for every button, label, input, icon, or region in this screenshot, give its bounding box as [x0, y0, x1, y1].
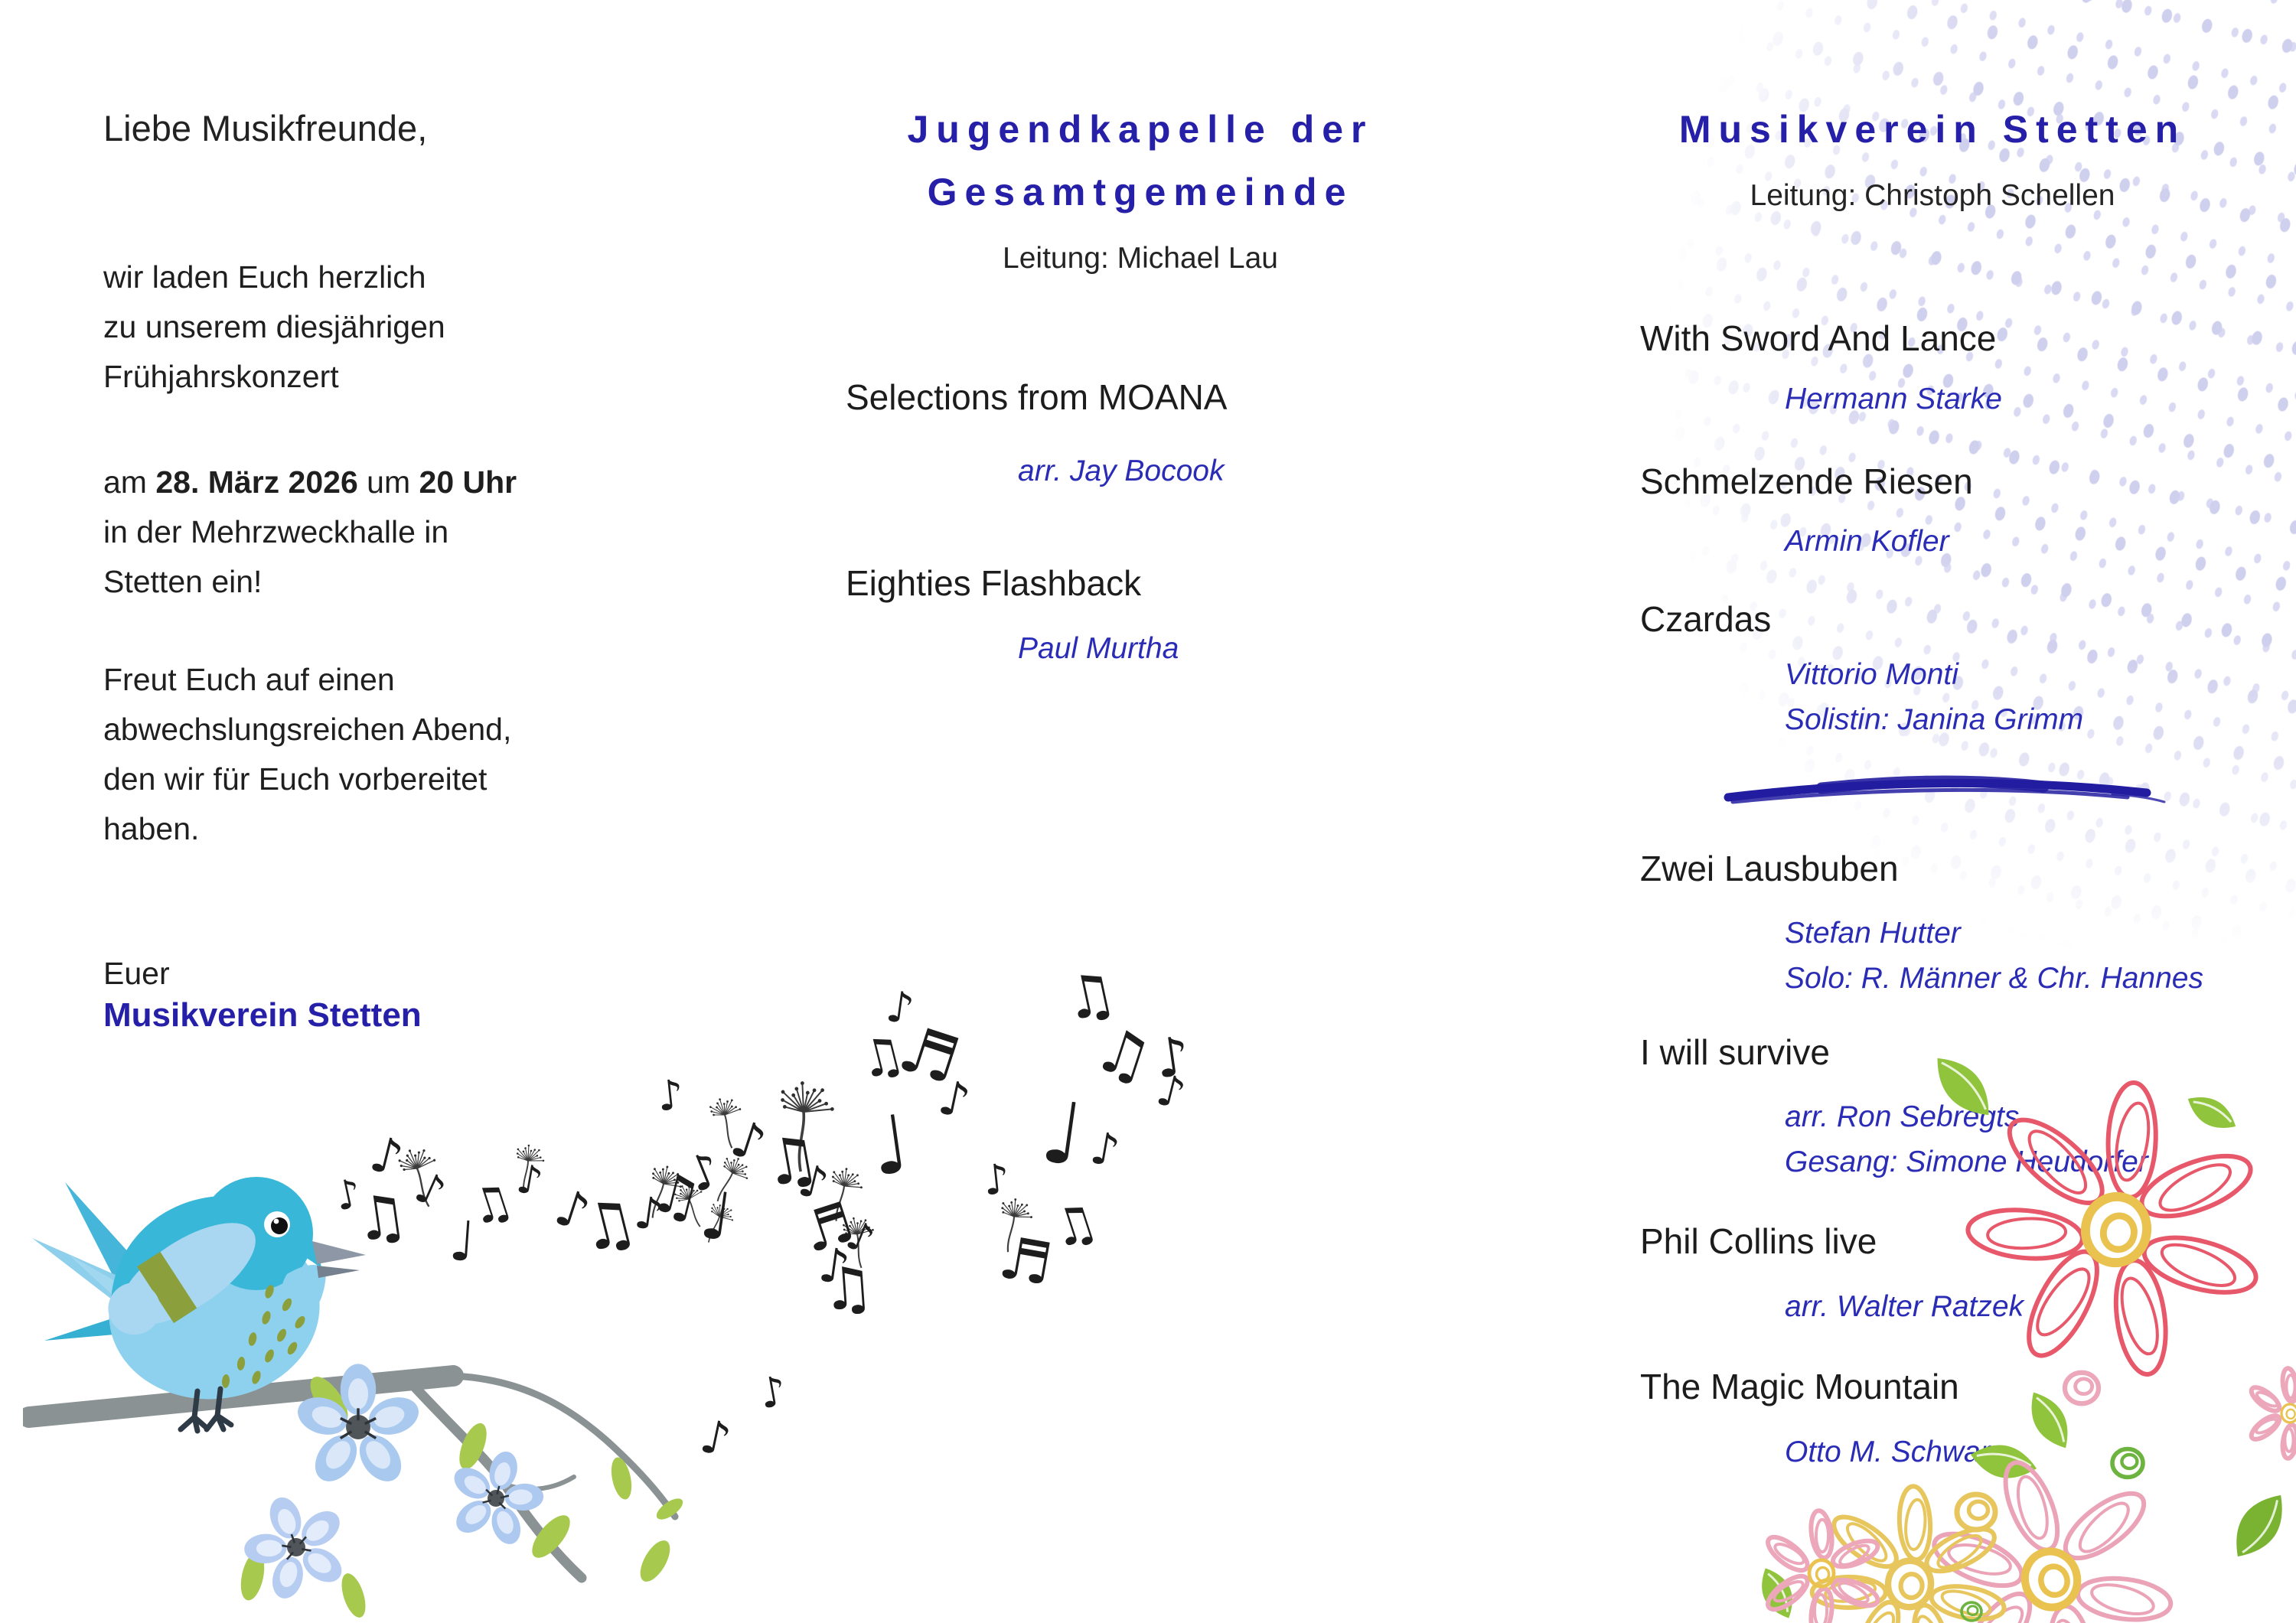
dandelion-seed-icon — [716, 1158, 748, 1202]
piece-credit: arr. Jay Bocook — [1018, 455, 1225, 487]
piece-credit: arr. Walter Ratzek — [1785, 1290, 2024, 1323]
intro-line: Frühjahrskonzert — [103, 359, 339, 394]
date-prefix: am — [103, 464, 156, 500]
intro-paragraph: wir laden Euch herzlich zu unserem diesj… — [103, 253, 445, 402]
sketch-flower-icon — [1965, 1080, 2258, 1377]
date-infix: um — [357, 464, 419, 500]
dandelion-seed-icon — [674, 1184, 703, 1227]
leaf-icon — [1970, 1445, 2037, 1478]
location-line: in der Mehrzweckhalle in — [103, 514, 449, 549]
sketch-flower-icon — [2249, 1366, 2296, 1461]
piece-credit: Solo: R. Männer & Chr. Hannes — [1785, 962, 2203, 995]
dandelion-seed-icon — [1001, 1198, 1032, 1253]
leaf-icon — [2187, 1097, 2236, 1128]
signoff-club-name: Musikverein Stetten — [103, 996, 422, 1034]
greeting-heading: Liebe Musikfreunde, — [103, 108, 428, 148]
leaf-icon — [2236, 1494, 2282, 1557]
concert-time: 20 Uhr — [419, 464, 517, 500]
dandelion-seeds — [398, 1081, 1032, 1269]
signoff-text: Euer — [103, 956, 170, 991]
promise-line: haben. — [103, 811, 200, 846]
dandelion-seed-icon — [843, 1217, 874, 1269]
piece-title: Czardas — [1640, 599, 1772, 639]
piece-title: The Magic Mountain — [1640, 1367, 1959, 1406]
scribble-dot-icon — [2110, 1446, 2145, 1480]
dandelion-seed-icon — [398, 1149, 436, 1207]
location-line: Stetten ein! — [103, 564, 263, 599]
piece-credit-group: Vittorio Monti Solistin: Janina Grimm — [1785, 652, 2083, 742]
piece-credit: Armin Kofler — [1785, 525, 1949, 558]
promise-line: Freut Euch auf einen — [103, 662, 395, 697]
middle-title-line2: Gesamtgemeinde — [927, 171, 1354, 213]
piece-title: Phil Collins live — [1640, 1221, 1877, 1261]
piece-title: Zwei Lausbuben — [1640, 849, 1899, 888]
piece-credit: Stefan Hutter — [1785, 917, 1961, 950]
blossom-flower — [244, 1364, 544, 1599]
piece-credit: Solistin: Janina Grimm — [1785, 703, 2084, 736]
promise-line: den wir für Euch vorbereitet — [103, 761, 488, 797]
promise-line: abwechslungsreichen Abend, — [103, 712, 512, 747]
intro-line: zu unserem diesjährigen — [103, 309, 445, 344]
middle-column-title: Jugendkapelle der Gesamtgemeinde — [827, 98, 1454, 223]
sketch-flower-icon — [1932, 1460, 2174, 1623]
piece-title: With Sword And Lance — [1640, 318, 1997, 358]
piece-title: Eighties Flashback — [846, 563, 1142, 603]
piece-title: I will survive — [1640, 1032, 1830, 1072]
hand-drawn-divider — [1724, 775, 2166, 804]
piece-title: Selections from MOANA — [846, 377, 1228, 417]
date-location-paragraph: am 28. März 2026 um 20 Uhr in der Mehrzw… — [103, 458, 517, 607]
leaf-icon — [1937, 1058, 1989, 1116]
piece-credit: Paul Murtha — [1018, 632, 1179, 665]
promise-paragraph: Freut Euch auf einen abwechslungsreichen… — [103, 655, 511, 854]
scribble-dot-icon — [1960, 1601, 1983, 1622]
sketch-flower-icon — [1766, 1508, 1880, 1623]
scribble-dot-icon — [2062, 1370, 2102, 1406]
sketch-flowers-corner — [1762, 1058, 2296, 1623]
piece-credit: Hermann Starke — [1785, 383, 2002, 416]
scribble-dot-icon — [1954, 1491, 1998, 1533]
concert-date: 28. März 2026 — [155, 464, 358, 500]
piece-credit-group: Stefan Hutter Solo: R. Männer & Chr. Han… — [1785, 911, 2203, 1001]
middle-title-line1: Jugendkapelle der — [907, 108, 1374, 151]
branch — [23, 1365, 464, 1428]
dandelion-seed-icon — [516, 1144, 545, 1193]
leaf-icon — [2031, 1392, 2068, 1449]
piece-credit: Vittorio Monti — [1785, 658, 1958, 691]
date-line: am 28. März 2026 um 20 Uhr — [103, 458, 517, 507]
bluebird — [32, 1177, 366, 1434]
intro-line: wir laden Euch herzlich — [103, 259, 426, 295]
piece-credit: Otto M. Schwarz — [1785, 1436, 2006, 1468]
bluebird-on-branch-illustration — [23, 1177, 683, 1618]
dandelion-seed-icon — [651, 1165, 682, 1218]
dandelion-seed-icon — [781, 1081, 834, 1172]
piece-title: Schmelzende Riesen — [1640, 461, 1973, 501]
dandelion-seed-icon — [709, 1098, 742, 1149]
right-column-title: Musikverein Stetten — [1678, 108, 2187, 151]
right-conductor: Leitung: Christoph Schellen — [1750, 179, 2115, 212]
dandelion-seed-icon — [708, 1203, 734, 1243]
middle-conductor: Leitung: Michael Lau — [1003, 242, 1278, 275]
dandelion-seed-icon — [831, 1168, 863, 1221]
